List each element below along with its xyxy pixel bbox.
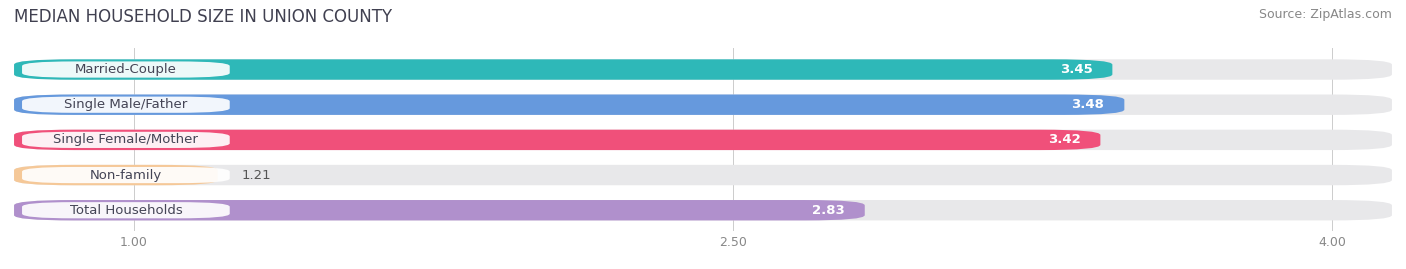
Text: Single Female/Mother: Single Female/Mother <box>53 133 198 146</box>
FancyBboxPatch shape <box>14 165 1392 185</box>
FancyBboxPatch shape <box>14 59 1392 80</box>
Text: Source: ZipAtlas.com: Source: ZipAtlas.com <box>1258 8 1392 21</box>
Text: 3.45: 3.45 <box>1060 63 1092 76</box>
FancyBboxPatch shape <box>22 202 229 218</box>
FancyBboxPatch shape <box>14 94 1392 115</box>
Text: 2.83: 2.83 <box>813 204 845 217</box>
FancyBboxPatch shape <box>22 97 229 113</box>
Text: Married-Couple: Married-Couple <box>75 63 177 76</box>
FancyBboxPatch shape <box>14 94 1125 115</box>
FancyBboxPatch shape <box>22 132 229 148</box>
Text: 1.21: 1.21 <box>242 169 271 182</box>
FancyBboxPatch shape <box>14 130 1392 150</box>
Text: Non-family: Non-family <box>90 169 162 182</box>
FancyBboxPatch shape <box>22 61 229 78</box>
Text: MEDIAN HOUSEHOLD SIZE IN UNION COUNTY: MEDIAN HOUSEHOLD SIZE IN UNION COUNTY <box>14 8 392 26</box>
FancyBboxPatch shape <box>14 200 865 220</box>
FancyBboxPatch shape <box>14 165 218 185</box>
FancyBboxPatch shape <box>14 59 1112 80</box>
Text: 3.42: 3.42 <box>1047 133 1080 146</box>
Text: Total Households: Total Households <box>69 204 183 217</box>
FancyBboxPatch shape <box>14 200 1392 220</box>
Text: Single Male/Father: Single Male/Father <box>65 98 187 111</box>
FancyBboxPatch shape <box>22 167 229 183</box>
Text: 3.48: 3.48 <box>1071 98 1104 111</box>
FancyBboxPatch shape <box>14 130 1101 150</box>
